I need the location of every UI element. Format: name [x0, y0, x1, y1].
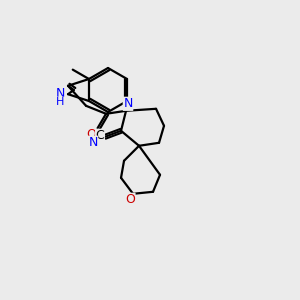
Text: H: H [56, 97, 64, 107]
Text: C: C [96, 129, 104, 142]
Text: N: N [88, 136, 98, 149]
Text: O: O [86, 128, 96, 141]
Text: N: N [123, 97, 133, 110]
Text: O: O [125, 193, 135, 206]
Text: N: N [55, 87, 65, 100]
